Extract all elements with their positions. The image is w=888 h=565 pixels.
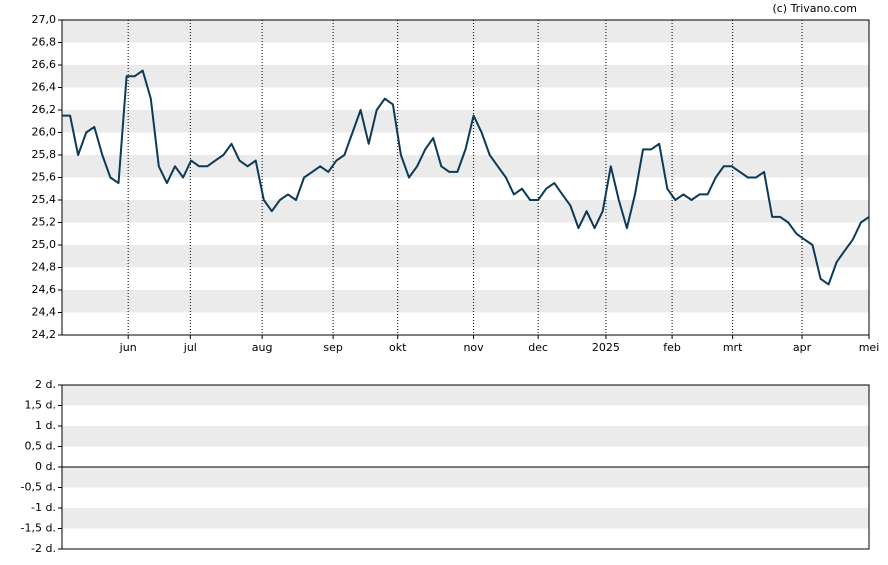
y-tick-label: 24,4 [32,306,57,319]
y-tick-label: 25,6 [32,171,57,184]
y-tick-label: 27,0 [32,13,57,26]
grid-band [62,508,869,529]
y-tick-label: 24,6 [32,283,57,296]
plot-frame [61,384,870,550]
y-tick-label: 26,0 [32,126,57,139]
y-tick-label: 26,2 [32,103,57,116]
price-line [62,69,870,286]
y-tick-label: 2 d. [35,378,56,391]
y-tick-label: -1 d. [31,501,56,514]
y-tick-label: 24,2 [32,328,57,341]
x-tick-label: dec [528,341,548,354]
y-tick-label: -1,5 d. [21,522,56,535]
grid-band [62,467,869,488]
y-tick-label: 25,4 [32,193,57,206]
grid-band [62,65,869,88]
x-tick-label: mei [859,341,880,354]
y-tick-label: 0 d. [35,460,56,473]
y-tick-label: 26,4 [32,81,57,94]
plot-frame [61,19,870,336]
x-tick-label: apr [793,341,812,354]
y-tick-label: -2 d. [31,542,56,555]
grid-band [62,20,869,43]
y-tick-label: 26,6 [32,58,57,71]
grid-band [62,426,869,447]
y-tick-label: 25,2 [32,216,57,229]
credit: (c) Trivano.com [772,2,857,15]
x-tick-label: jun [119,341,137,354]
x-tick-label: 2025 [592,341,620,354]
y-tick-label: 24,8 [32,261,57,274]
y-tick-label: 0,5 d. [25,440,56,453]
y-tick-label: -0,5 d. [21,481,56,494]
x-tick-label: mrt [723,341,743,354]
grid-band [62,200,869,223]
y-tick-label: 26,8 [32,36,57,49]
x-tick-label: nov [463,341,484,354]
x-tick-label: aug [252,341,273,354]
grid-band [62,385,869,406]
y-tick-label: 1,5 d. [25,399,56,412]
y-tick-label: 25,8 [32,148,57,161]
x-tick-label: jul [183,341,197,354]
y-tick-label: 1 d. [35,419,56,432]
grid-band [62,290,869,313]
x-tick-label: feb [663,341,681,354]
grid-band [62,155,869,178]
x-tick-label: okt [389,341,407,354]
grid-band [62,245,869,268]
x-tick-label: sep [323,341,342,354]
y-tick-label: 25,0 [32,238,57,251]
grid-band [62,110,869,133]
